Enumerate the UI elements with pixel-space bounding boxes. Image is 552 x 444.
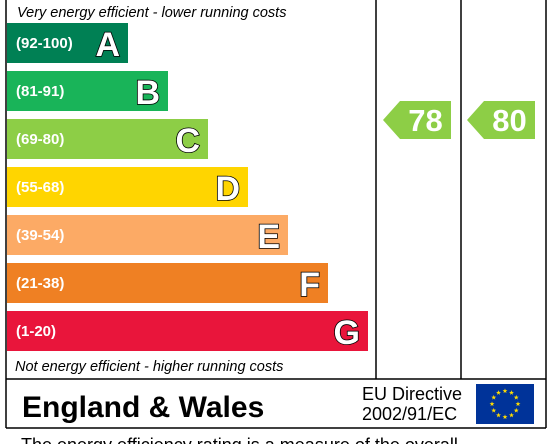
flag-star: [496, 412, 501, 418]
flag-star: [489, 401, 495, 407]
bottom-caption: Not energy efficient - higher running co…: [15, 359, 283, 375]
band-e: (39-54) E: [7, 215, 288, 257]
flag-star: [491, 407, 497, 413]
flag-star: [509, 390, 514, 395]
band-letter-c: C: [175, 122, 200, 160]
band-b: (81-91) B: [7, 71, 168, 113]
chart-frame: [5, 0, 547, 429]
current-rating-arrow: 78: [383, 101, 451, 139]
rating-arrows: 78 80: [383, 101, 535, 139]
current-rating-value: 78: [408, 103, 442, 138]
eu-directive-line1: EU Directive: [362, 384, 462, 404]
band-bar-a: [7, 23, 128, 63]
band-d: (55-68) D: [7, 167, 248, 209]
region-label: England & Wales: [22, 391, 264, 424]
band-bar-c: [7, 119, 208, 159]
band-range-g: (1-20): [16, 323, 56, 340]
band-range-b: (81-91): [16, 83, 64, 100]
flag-star: [496, 390, 501, 395]
band-bar-e: [7, 215, 288, 255]
band-bar-f: [7, 263, 328, 303]
band-letter-d: D: [215, 170, 240, 208]
top-caption: Very energy efficient - lower running co…: [17, 5, 286, 21]
rating-bands: (92-100) A (81-91) B (69-80) C (55-68) D (39-54)…: [7, 23, 368, 353]
flag-star: [515, 401, 521, 407]
band-bar-d: [7, 167, 248, 207]
band-c: (69-80) C: [7, 119, 208, 161]
band-letter-f: F: [299, 266, 320, 304]
current-rating-arrow-shape: [383, 101, 451, 139]
band-letter-g: G: [334, 314, 360, 352]
band-letter-b: B: [135, 74, 160, 112]
potential-rating-arrow: 80: [467, 101, 535, 139]
band-range-f: (21-38): [16, 275, 64, 292]
eu-directive-line2: 2002/91/EC: [362, 404, 457, 424]
footnote-text: The energy efficiency rating is a measur…: [21, 435, 458, 444]
band-a: (92-100) A: [7, 23, 128, 65]
band-bar-g: [7, 311, 368, 351]
flag-star: [502, 414, 508, 420]
band-g: (1-20) G: [7, 311, 368, 353]
band-bar-b: [7, 71, 168, 111]
band-letter-a: A: [95, 26, 120, 64]
flag-star: [513, 394, 519, 400]
flag-star: [509, 412, 514, 418]
band-letter-e: E: [257, 218, 280, 256]
band-f: (21-38) F: [7, 263, 328, 305]
band-range-c: (69-80): [16, 131, 64, 148]
potential-rating-arrow-shape: [467, 101, 535, 139]
eu-flag-icon: [476, 384, 534, 424]
flag-star: [502, 388, 508, 394]
flag-star: [491, 394, 497, 400]
band-range-e: (39-54): [16, 227, 64, 244]
band-range-a: (92-100): [16, 35, 73, 52]
flag-star: [513, 407, 519, 413]
potential-rating-value: 80: [492, 103, 526, 138]
band-range-d: (55-68): [16, 179, 64, 196]
